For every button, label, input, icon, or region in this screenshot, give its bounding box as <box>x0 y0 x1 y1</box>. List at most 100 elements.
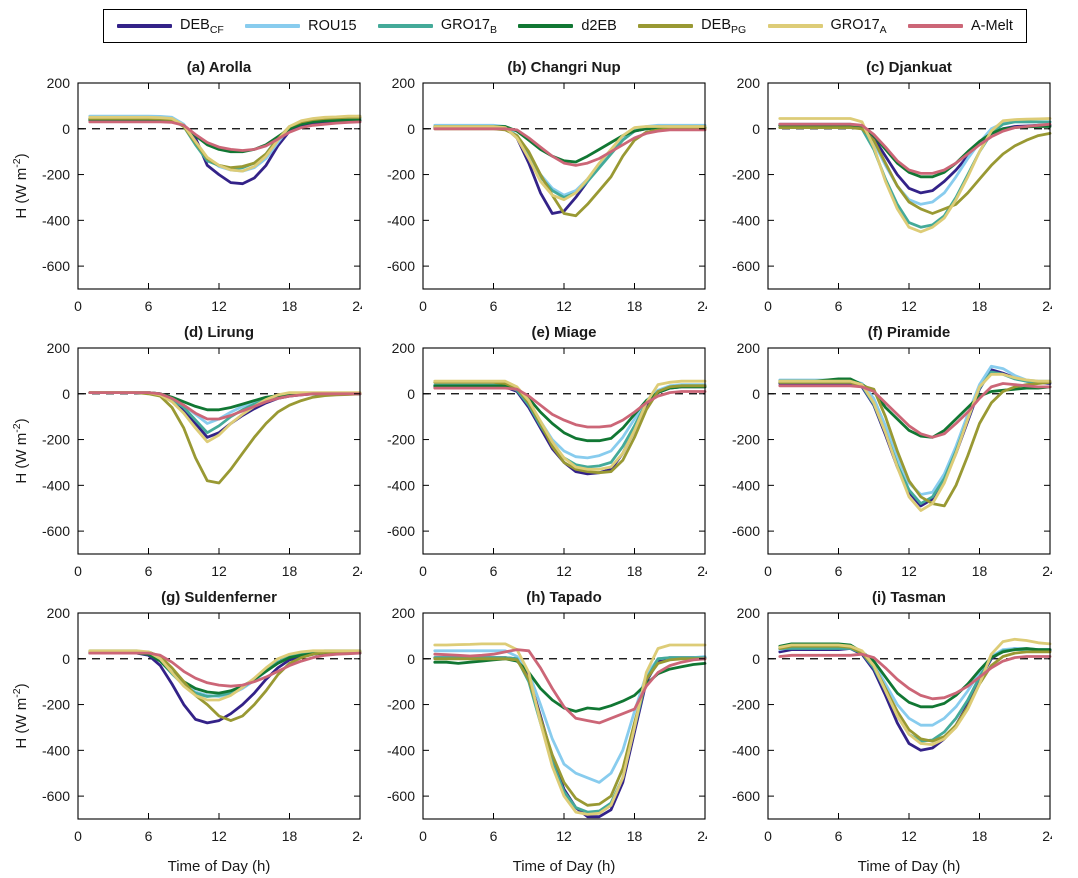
y-tick-label: 0 <box>752 386 760 402</box>
y-tick-label: 0 <box>407 121 415 137</box>
x-tick-label: 12 <box>556 828 572 844</box>
x-tick-label: 12 <box>556 563 572 579</box>
y-tick-label: -400 <box>42 742 70 758</box>
y-tick-label: 0 <box>62 386 70 402</box>
panel-title: (g) Suldenferner <box>161 589 277 606</box>
series-line-deb_pg <box>433 380 707 475</box>
y-tick-label: 0 <box>407 651 415 667</box>
x-tick-label: 0 <box>74 563 82 579</box>
series-line-gro17_b <box>778 647 1052 743</box>
y-tick-label: -200 <box>387 697 415 713</box>
legend-label: DEBCF <box>180 16 224 36</box>
y-tick-label: -200 <box>732 697 760 713</box>
legend-entry-d2eb: d2EB <box>518 18 617 34</box>
legend-entry-gro17_a: GRO17A <box>767 16 887 36</box>
series-line-d2eb <box>433 657 707 713</box>
x-tick-label: 6 <box>145 563 153 579</box>
x-tick-label: 24 <box>1042 563 1052 579</box>
y-tick-label: -600 <box>387 788 415 804</box>
x-tick-label: 12 <box>901 563 917 579</box>
x-tick-label: 18 <box>282 828 298 844</box>
legend-line-swatch <box>117 23 172 28</box>
x-tick-label: 24 <box>352 563 362 579</box>
x-tick-label: 12 <box>901 298 917 314</box>
panel-i: (i) Tasman 0 6 12 18 24 200 0 -200 -400 -600 Time o… <box>732 589 1052 875</box>
y-tick-label: -600 <box>42 258 70 274</box>
series-line-gro17_a <box>88 114 362 173</box>
panel-title: (b) Changri Nup <box>507 59 620 76</box>
y-tick-label: -600 <box>387 258 415 274</box>
x-tick-label: 24 <box>1042 828 1052 844</box>
y-tick-label: -600 <box>732 523 760 539</box>
y-tick-label: -400 <box>42 212 70 228</box>
legend-entry-deb_pg: DEBPG <box>638 16 747 36</box>
legend: DEBCF ROU15 GRO17B d2EB DEBPG GRO17A A-Melt <box>103 9 1027 43</box>
axes-frame <box>767 82 1051 290</box>
panel-title: (e) Miage <box>531 324 596 341</box>
series-line-a-melt <box>433 127 707 167</box>
series-line-gro17_a <box>433 379 707 471</box>
x-tick-label: 24 <box>1042 298 1052 314</box>
legend-line-swatch <box>638 23 694 28</box>
axes-frame <box>77 347 361 555</box>
panel-title: (c) Djankuat <box>866 59 952 76</box>
legend-entry-deb_cf: DEBCF <box>117 16 224 36</box>
y-tick-label: 200 <box>737 340 761 356</box>
y-tick-label: -400 <box>732 477 760 493</box>
y-tick-label: -400 <box>387 477 415 493</box>
panel-title: (a) Arolla <box>187 59 252 76</box>
x-tick-label: 24 <box>697 298 707 314</box>
y-tick-label: 0 <box>407 386 415 402</box>
x-tick-label: 6 <box>490 563 498 579</box>
x-tick-label: 6 <box>490 298 498 314</box>
series-line-d2eb <box>88 118 362 154</box>
x-tick-label: 0 <box>419 563 427 579</box>
legend-entry-gro17_b: GRO17B <box>377 17 497 35</box>
y-tick-label: -400 <box>732 742 760 758</box>
series-line-deb_pg <box>778 126 1052 215</box>
legend-label: DEBPG <box>701 16 747 36</box>
x-tick-label: 6 <box>835 563 843 579</box>
legend-label: GRO17A <box>830 16 887 36</box>
legend-label: ROU15 <box>308 18 357 34</box>
legend-line-swatch <box>518 24 574 28</box>
y-tick-label: -200 <box>42 167 70 183</box>
x-tick-label: 0 <box>74 298 82 314</box>
y-tick-label: -200 <box>42 432 70 448</box>
panel-title: (d) Lirung <box>184 324 254 341</box>
series-line-a-melt <box>433 648 707 725</box>
legend-line-swatch <box>767 23 823 28</box>
x-tick-label: 12 <box>901 828 917 844</box>
legend-entry-rou15: ROU15 <box>245 18 357 34</box>
series-line-deb_cf <box>433 126 707 215</box>
x-tick-label: 18 <box>282 563 298 579</box>
x-tick-label: 0 <box>74 828 82 844</box>
x-tick-label: 18 <box>282 298 298 314</box>
x-tick-label: 6 <box>490 828 498 844</box>
series-line-gro17_a <box>433 125 707 202</box>
y-tick-label: 200 <box>47 340 71 356</box>
x-tick-label: 18 <box>972 298 988 314</box>
y-tick-label: 0 <box>752 121 760 137</box>
y-tick-label: 200 <box>737 605 761 621</box>
x-tick-label: 6 <box>835 298 843 314</box>
series-line-gro17_a <box>778 372 1052 512</box>
y-tick-label: -200 <box>732 432 760 448</box>
legend-entry-a-melt: A-Melt <box>908 18 1013 34</box>
x-tick-label: 18 <box>627 828 643 844</box>
x-tick-label: 0 <box>419 828 427 844</box>
x-axis-label: Time of Day (h) <box>513 858 616 875</box>
panel-title: (h) Tapado <box>526 589 602 606</box>
x-tick-label: 0 <box>764 828 772 844</box>
x-tick-label: 18 <box>627 298 643 314</box>
y-tick-label: -600 <box>387 523 415 539</box>
x-tick-label: 24 <box>697 563 707 579</box>
series-line-deb_cf <box>88 651 362 725</box>
x-tick-label: 6 <box>835 828 843 844</box>
y-tick-label: -400 <box>387 742 415 758</box>
y-tick-label: -600 <box>42 788 70 804</box>
x-tick-label: 0 <box>764 298 772 314</box>
series-line-a-melt <box>88 651 362 688</box>
series-line-a-melt <box>433 386 707 429</box>
